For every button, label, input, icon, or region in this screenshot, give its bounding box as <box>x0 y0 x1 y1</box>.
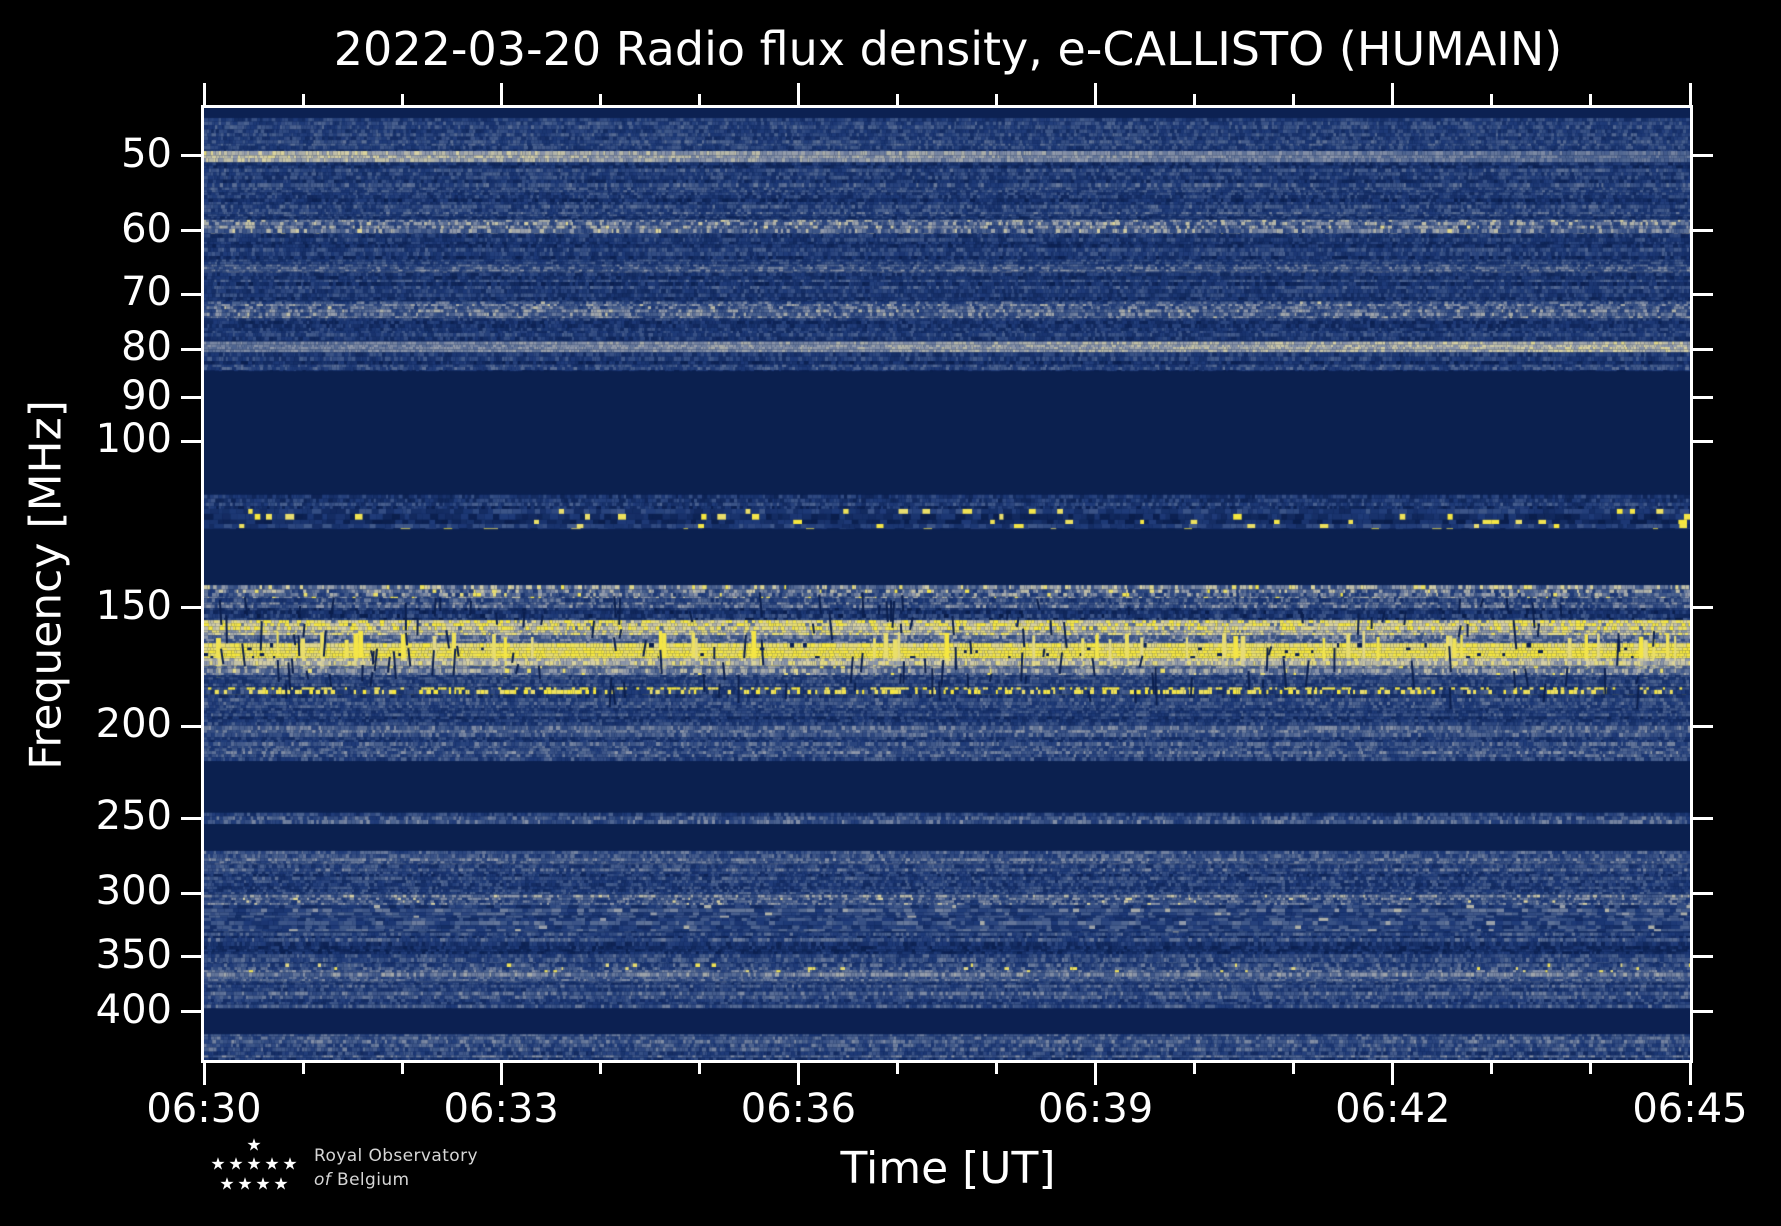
rob-logo-text: Royal Observatory of Belgium <box>314 1144 478 1192</box>
axis-tick <box>1193 94 1197 105</box>
x-tick-label: 06:45 <box>1632 1086 1748 1132</box>
axis-tick <box>1391 83 1395 105</box>
axis-tick <box>598 1063 602 1074</box>
axis-tick <box>1693 154 1713 158</box>
axis-tick <box>1292 1063 1296 1074</box>
axis-tick <box>1292 94 1296 105</box>
y-tick-label: 60 <box>121 206 172 253</box>
y-tick-label: 70 <box>121 269 172 316</box>
star-icon: ★ <box>282 1154 298 1175</box>
axis-tick <box>1693 816 1713 820</box>
axis-tick <box>1693 724 1713 728</box>
axis-tick <box>1193 1063 1197 1074</box>
y-tick-label: 80 <box>121 324 172 371</box>
axis-tick <box>181 347 201 351</box>
x-tick-label: 06:39 <box>1037 1086 1154 1132</box>
y-tick-label: 200 <box>95 701 172 748</box>
axis-tick <box>181 606 201 610</box>
axis-tick <box>181 292 201 296</box>
axis-tick <box>1490 94 1494 105</box>
axis-tick <box>1391 1063 1395 1085</box>
y-tick-label: 100 <box>95 416 172 463</box>
x-tick-label: 06:33 <box>443 1086 559 1132</box>
axis-tick <box>181 396 201 400</box>
axis-tick <box>697 1063 701 1074</box>
axis-tick <box>181 724 201 728</box>
x-tick-label: 06:42 <box>1335 1086 1451 1132</box>
axis-tick <box>301 1063 305 1074</box>
axis-tick <box>1688 83 1692 105</box>
axis-tick <box>301 94 305 105</box>
star-icon: ★ <box>264 1154 280 1175</box>
star-icon: ★ <box>246 1154 262 1175</box>
spectrogram-canvas <box>204 108 1690 1060</box>
axis-tick <box>796 83 800 105</box>
rob-logo-line2: of Belgium <box>314 1170 410 1190</box>
axis-tick <box>1693 606 1713 610</box>
axis-tick <box>1693 439 1713 443</box>
x-axis-label: Time [UT] <box>840 1143 1056 1194</box>
rob-logo: ★ ★ ★ ★ ★ ★ ★ ★ ★ ★ Royal Observatory of Belgium <box>180 1135 600 1208</box>
y-tick-label: 350 <box>95 931 172 978</box>
axis-tick <box>181 955 201 959</box>
axis-tick <box>697 94 701 105</box>
x-tick-label: 06:30 <box>146 1086 262 1132</box>
star-icon: ★ <box>246 1135 262 1156</box>
axis-tick <box>400 94 404 105</box>
axis-tick <box>1693 229 1713 233</box>
axis-tick <box>1693 1010 1713 1014</box>
star-icon: ★ <box>237 1174 253 1195</box>
axis-tick <box>1589 1063 1593 1074</box>
axis-tick <box>181 891 201 895</box>
axis-tick <box>1693 891 1713 895</box>
axis-tick <box>181 229 201 233</box>
y-tick-label: 150 <box>95 583 172 630</box>
axis-tick <box>796 1063 800 1085</box>
y-axis-label: Frequency [MHz] <box>20 400 72 770</box>
axis-tick <box>1693 347 1713 351</box>
axis-tick <box>895 94 899 105</box>
axis-tick <box>181 154 201 158</box>
axis-tick <box>995 1063 999 1074</box>
axis-tick <box>1589 94 1593 105</box>
axis-tick <box>400 1063 404 1074</box>
y-tick-label: 90 <box>121 372 172 419</box>
axis-tick <box>181 439 201 443</box>
axis-tick <box>1693 955 1713 959</box>
star-icon: ★ <box>273 1174 289 1195</box>
y-tick-label: 50 <box>121 131 172 178</box>
axis-tick <box>499 1063 503 1085</box>
rob-logo-line1: Royal Observatory <box>314 1146 478 1166</box>
axis-tick <box>1094 1063 1098 1085</box>
axis-tick <box>202 83 206 105</box>
axis-tick <box>1693 292 1713 296</box>
star-icon: ★ <box>219 1174 235 1195</box>
chart-title: 2022-03-20 Radio flux density, e-CALLIST… <box>333 22 1563 76</box>
y-tick-label: 250 <box>95 793 172 840</box>
y-tick-label: 400 <box>95 986 172 1033</box>
star-icon: ★ <box>210 1154 226 1175</box>
axis-tick <box>181 816 201 820</box>
x-tick-label: 06:36 <box>740 1086 857 1132</box>
axis-tick <box>1094 83 1098 105</box>
star-icon: ★ <box>255 1174 271 1195</box>
axis-tick <box>1688 1063 1692 1085</box>
plot-area <box>201 105 1693 1063</box>
star-icon: ★ <box>228 1154 244 1175</box>
axis-tick <box>499 83 503 105</box>
y-tick-label: 300 <box>95 868 172 915</box>
axis-tick <box>202 1063 206 1085</box>
axis-tick <box>1490 1063 1494 1074</box>
axis-tick <box>995 94 999 105</box>
axis-tick <box>1693 396 1713 400</box>
axis-tick <box>598 94 602 105</box>
axis-tick <box>895 1063 899 1074</box>
axis-tick <box>181 1010 201 1014</box>
